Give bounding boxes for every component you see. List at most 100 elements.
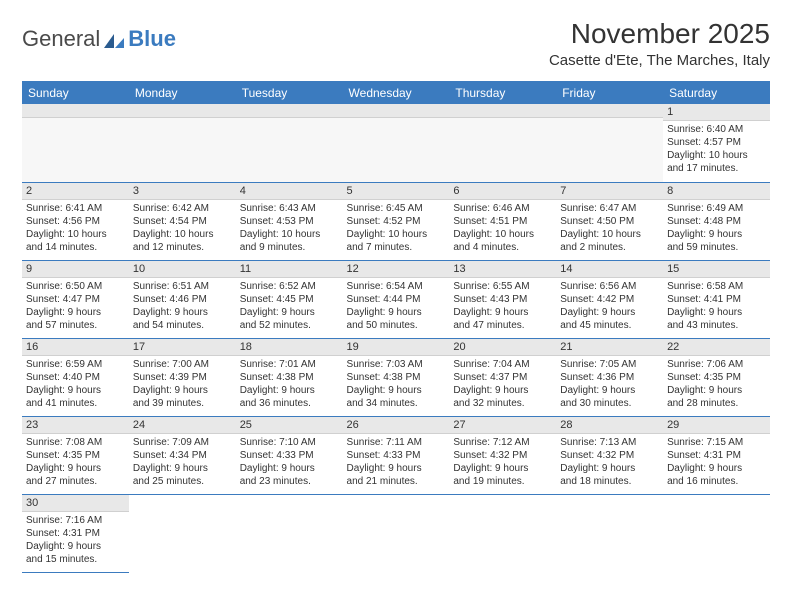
day-cell (129, 494, 236, 572)
day-daylight1: Daylight: 9 hours (26, 384, 125, 397)
day-daylight1: Daylight: 9 hours (453, 462, 552, 475)
week-row: 30Sunrise: 7:16 AMSunset: 4:31 PMDayligh… (22, 494, 770, 572)
day-daylight2: and 28 minutes. (667, 397, 766, 410)
location: Casette d'Ete, The Marches, Italy (549, 52, 770, 69)
day-number (22, 104, 129, 118)
week-row: 9Sunrise: 6:50 AMSunset: 4:47 PMDaylight… (22, 260, 770, 338)
day-number: 11 (236, 261, 343, 278)
day-cell (663, 494, 770, 572)
col-tuesday: Tuesday (236, 82, 343, 105)
header: General Blue November 2025 Casette d'Ete… (22, 18, 770, 69)
day-details: Sunrise: 6:54 AMSunset: 4:44 PMDaylight:… (343, 278, 450, 336)
day-sunrise: Sunrise: 7:12 AM (453, 436, 552, 449)
day-number: 1 (663, 104, 770, 121)
day-sunset: Sunset: 4:53 PM (240, 215, 339, 228)
day-sunrise: Sunrise: 6:50 AM (26, 280, 125, 293)
day-number: 9 (22, 261, 129, 278)
day-number: 20 (449, 339, 556, 356)
day-sunset: Sunset: 4:41 PM (667, 293, 766, 306)
day-number: 13 (449, 261, 556, 278)
day-cell: 25Sunrise: 7:10 AMSunset: 4:33 PMDayligh… (236, 416, 343, 494)
day-daylight1: Daylight: 10 hours (667, 149, 766, 162)
day-sunrise: Sunrise: 6:40 AM (667, 123, 766, 136)
day-daylight2: and 18 minutes. (560, 475, 659, 488)
day-daylight2: and 16 minutes. (667, 475, 766, 488)
day-sunset: Sunset: 4:57 PM (667, 136, 766, 149)
day-number: 21 (556, 339, 663, 356)
day-daylight1: Daylight: 9 hours (240, 384, 339, 397)
day-details: Sunrise: 7:06 AMSunset: 4:35 PMDaylight:… (663, 356, 770, 414)
day-sunset: Sunset: 4:34 PM (133, 449, 232, 462)
day-daylight2: and 43 minutes. (667, 319, 766, 332)
day-daylight1: Daylight: 10 hours (240, 228, 339, 241)
col-sunday: Sunday (22, 82, 129, 105)
day-sunset: Sunset: 4:48 PM (667, 215, 766, 228)
day-sunset: Sunset: 4:39 PM (133, 371, 232, 384)
day-sunrise: Sunrise: 6:45 AM (347, 202, 446, 215)
day-daylight1: Daylight: 9 hours (26, 306, 125, 319)
day-cell (556, 494, 663, 572)
day-daylight2: and 47 minutes. (453, 319, 552, 332)
day-number: 30 (22, 495, 129, 512)
day-sunrise: Sunrise: 7:05 AM (560, 358, 659, 371)
day-cell: 1 Sunrise: 6:40 AMSunset: 4:57 PMDaylight… (663, 104, 770, 182)
day-cell (449, 104, 556, 182)
title-block: November 2025 Casette d'Ete, The Marches… (549, 18, 770, 69)
day-cell: 30Sunrise: 7:16 AMSunset: 4:31 PMDayligh… (22, 494, 129, 572)
day-cell: 17Sunrise: 7:00 AMSunset: 4:39 PMDayligh… (129, 338, 236, 416)
day-sunset: Sunset: 4:56 PM (26, 215, 125, 228)
day-details: Sunrise: 7:15 AMSunset: 4:31 PMDaylight:… (663, 434, 770, 492)
day-sunset: Sunset: 4:37 PM (453, 371, 552, 384)
day-sunset: Sunset: 4:47 PM (26, 293, 125, 306)
day-number: 10 (129, 261, 236, 278)
day-sunrise: Sunrise: 7:00 AM (133, 358, 232, 371)
day-sunset: Sunset: 4:32 PM (560, 449, 659, 462)
day-daylight2: and 9 minutes. (240, 241, 339, 254)
day-daylight2: and 30 minutes. (560, 397, 659, 410)
day-daylight1: Daylight: 10 hours (453, 228, 552, 241)
day-number: 7 (556, 183, 663, 200)
day-cell (343, 104, 450, 182)
day-number: 25 (236, 417, 343, 434)
day-cell: 23Sunrise: 7:08 AMSunset: 4:35 PMDayligh… (22, 416, 129, 494)
day-daylight2: and 2 minutes. (560, 241, 659, 254)
day-cell: 12Sunrise: 6:54 AMSunset: 4:44 PMDayligh… (343, 260, 450, 338)
day-sunrise: Sunrise: 7:08 AM (26, 436, 125, 449)
day-sunset: Sunset: 4:35 PM (26, 449, 125, 462)
day-details: Sunrise: 7:08 AMSunset: 4:35 PMDaylight:… (22, 434, 129, 492)
day-sunrise: Sunrise: 6:51 AM (133, 280, 232, 293)
day-details: Sunrise: 6:47 AMSunset: 4:50 PMDaylight:… (556, 200, 663, 258)
day-sunrise: Sunrise: 6:52 AM (240, 280, 339, 293)
day-daylight2: and 57 minutes. (26, 319, 125, 332)
day-details: Sunrise: 6:55 AMSunset: 4:43 PMDaylight:… (449, 278, 556, 336)
day-cell: 13Sunrise: 6:55 AMSunset: 4:43 PMDayligh… (449, 260, 556, 338)
day-number: 18 (236, 339, 343, 356)
day-details: Sunrise: 6:43 AMSunset: 4:53 PMDaylight:… (236, 200, 343, 258)
day-cell (343, 494, 450, 572)
day-sunrise: Sunrise: 7:11 AM (347, 436, 446, 449)
day-daylight1: Daylight: 9 hours (667, 306, 766, 319)
day-daylight1: Daylight: 9 hours (347, 462, 446, 475)
sail-icon (102, 30, 126, 48)
day-cell (449, 494, 556, 572)
day-daylight1: Daylight: 9 hours (560, 384, 659, 397)
col-wednesday: Wednesday (343, 82, 450, 105)
day-number: 26 (343, 417, 450, 434)
day-sunset: Sunset: 4:32 PM (453, 449, 552, 462)
day-cell: 27Sunrise: 7:12 AMSunset: 4:32 PMDayligh… (449, 416, 556, 494)
day-cell: 18Sunrise: 7:01 AMSunset: 4:38 PMDayligh… (236, 338, 343, 416)
day-daylight2: and 7 minutes. (347, 241, 446, 254)
day-sunset: Sunset: 4:31 PM (26, 527, 125, 540)
day-sunrise: Sunrise: 6:47 AM (560, 202, 659, 215)
calendar-table: Sunday Monday Tuesday Wednesday Thursday… (22, 81, 770, 573)
day-sunrise: Sunrise: 6:54 AM (347, 280, 446, 293)
day-cell: 9 Sunrise: 6:50 AMSunset: 4:47 PMDaylight… (22, 260, 129, 338)
day-sunset: Sunset: 4:51 PM (453, 215, 552, 228)
day-sunset: Sunset: 4:43 PM (453, 293, 552, 306)
day-details: Sunrise: 7:10 AMSunset: 4:33 PMDaylight:… (236, 434, 343, 492)
day-cell: 14Sunrise: 6:56 AMSunset: 4:42 PMDayligh… (556, 260, 663, 338)
day-details: Sunrise: 7:16 AMSunset: 4:31 PMDaylight:… (22, 512, 129, 570)
day-sunrise: Sunrise: 7:04 AM (453, 358, 552, 371)
day-sunset: Sunset: 4:31 PM (667, 449, 766, 462)
day-sunrise: Sunrise: 7:15 AM (667, 436, 766, 449)
